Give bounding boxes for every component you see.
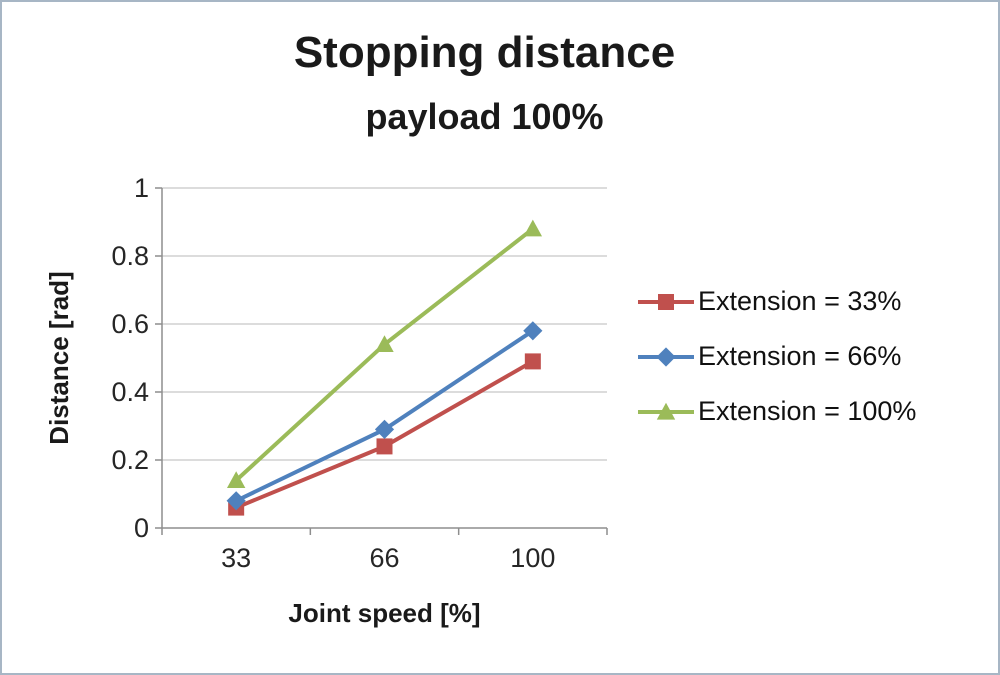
y-tick-label: 1 xyxy=(134,173,149,203)
square-marker xyxy=(376,438,393,455)
x-tick-label: 66 xyxy=(369,543,399,573)
y-tick-label: 0.8 xyxy=(111,241,149,271)
diamond-marker xyxy=(226,491,246,511)
y-tick-label: 0 xyxy=(134,513,149,543)
x-tick-label: 33 xyxy=(221,543,251,573)
x-tick-label: 100 xyxy=(510,543,555,573)
y-tick-label: 0.4 xyxy=(111,377,149,407)
legend-label: Extension = 33% xyxy=(698,286,902,316)
legend-item: Extension = 66% xyxy=(638,338,916,375)
triangle-marker xyxy=(523,219,543,237)
square-marker xyxy=(524,353,541,370)
legend-key-diamond xyxy=(638,346,694,367)
diamond-marker xyxy=(523,321,543,341)
y-axis-title: Distance [rad] xyxy=(44,271,74,444)
legend-label: Extension = 66% xyxy=(698,341,902,371)
legend-item: Extension = 33% xyxy=(638,283,916,320)
triangle-marker xyxy=(226,471,246,488)
x-axis-title: Joint speed [%] xyxy=(288,598,480,628)
triangle-marker xyxy=(656,402,676,420)
legend-item: Extension = 100% xyxy=(638,393,916,430)
legend: Extension = 33% Extension = 66% Extension … xyxy=(638,283,916,448)
y-tick-label: 0.2 xyxy=(111,445,149,475)
triangle-marker xyxy=(375,335,394,352)
y-tick-label: 0.6 xyxy=(111,309,149,339)
chart-subtitle: payload 100% xyxy=(365,96,604,137)
legend-label: Extension = 100% xyxy=(698,396,917,426)
legend-key-square xyxy=(638,293,694,310)
diamond-marker xyxy=(374,419,395,439)
chart-title: Stopping distance xyxy=(293,28,676,77)
series-line xyxy=(235,329,534,503)
legend-key-triangle xyxy=(638,402,694,420)
plot-area: 0 0.2 0.4 0.6 0.8 1 33 66 100 Joint speed [%] Dist… xyxy=(44,173,608,628)
diamond-marker xyxy=(656,346,676,367)
square-marker xyxy=(658,293,674,310)
